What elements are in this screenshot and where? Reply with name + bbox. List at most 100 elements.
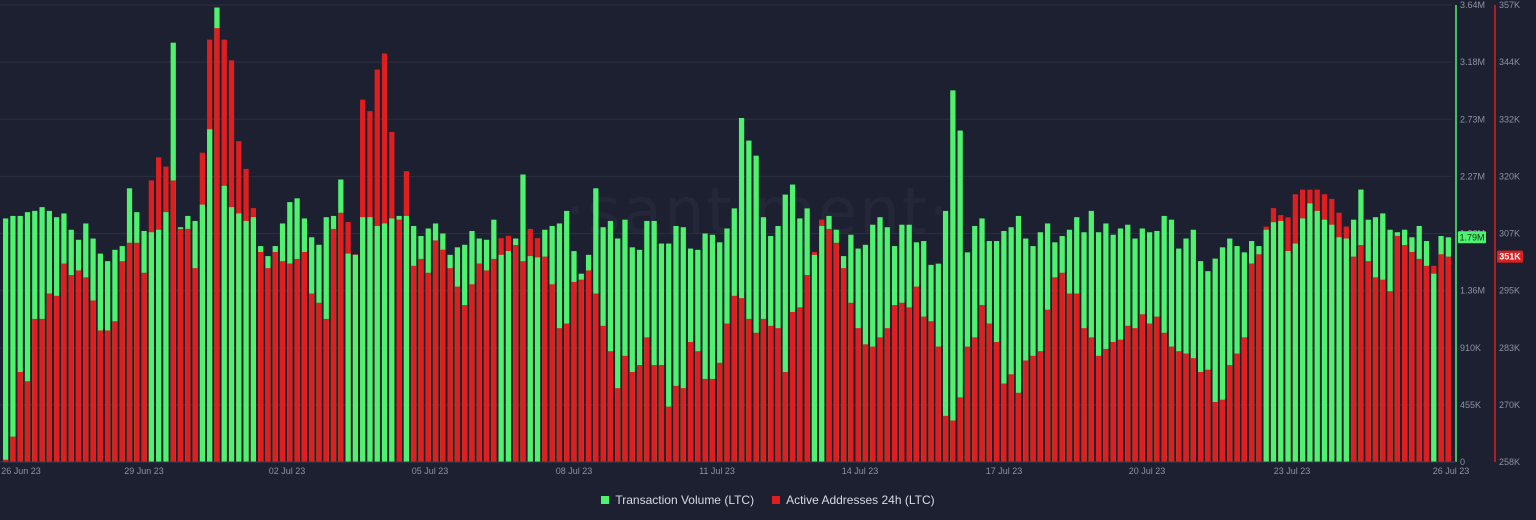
volume-bar xyxy=(505,251,512,462)
active-addresses-bar xyxy=(935,346,941,462)
volume-bar xyxy=(199,204,205,462)
y-right-tick-label: 344K xyxy=(1499,57,1520,67)
active-addresses-bar xyxy=(483,270,490,462)
volume-bar xyxy=(629,247,635,462)
active-addresses-bar xyxy=(425,272,431,462)
active-addresses-bar xyxy=(214,28,220,462)
active-addresses-bar xyxy=(185,228,191,462)
active-addresses-bar xyxy=(90,300,96,462)
active-addresses-bar xyxy=(1402,245,1408,462)
volume-bar xyxy=(746,140,752,463)
volume-bar xyxy=(957,130,963,463)
active-addresses-bar xyxy=(265,268,271,462)
volume-bar xyxy=(207,129,213,463)
active-addresses-bar xyxy=(134,242,140,462)
volume-bar xyxy=(942,210,949,462)
active-addresses-bar xyxy=(870,346,876,462)
y-left-tick-label: 1.36M xyxy=(1460,286,1485,296)
active-addresses-bar xyxy=(1351,256,1357,462)
volume-bar xyxy=(221,185,227,463)
active-addresses-bar xyxy=(1059,272,1065,462)
active-addresses-bar xyxy=(272,251,278,462)
active-addresses-bar xyxy=(338,212,344,462)
volume-bar xyxy=(403,215,410,462)
last-value-label-addresses: 351K xyxy=(1499,252,1521,262)
active-addresses-bar xyxy=(1365,261,1371,462)
volume-bar xyxy=(1343,238,1349,462)
active-addresses-bar xyxy=(513,245,519,462)
active-addresses-bar xyxy=(83,277,89,462)
active-addresses-bar xyxy=(1161,332,1167,462)
active-addresses-bar xyxy=(709,378,716,462)
active-addresses-bar xyxy=(469,284,475,462)
active-addresses-bar xyxy=(1044,309,1051,462)
active-addresses-bar xyxy=(491,258,497,462)
active-addresses-bar xyxy=(942,415,949,462)
volume-bar xyxy=(1292,243,1298,462)
active-addresses-bar xyxy=(476,263,482,462)
active-addresses-bar xyxy=(396,219,402,462)
active-addresses-bar xyxy=(1372,277,1379,462)
active-addresses-bar xyxy=(192,268,198,462)
volume-bar xyxy=(24,212,31,462)
volume-bar xyxy=(1270,222,1277,462)
active-addresses-bar xyxy=(571,281,577,462)
active-addresses-bar xyxy=(112,321,118,462)
active-addresses-bar xyxy=(986,323,992,462)
volume-bar xyxy=(1190,229,1196,462)
volume-bar xyxy=(702,233,708,462)
volume-bar xyxy=(389,218,395,462)
active-addresses-bar xyxy=(1197,371,1204,462)
y-right-tick-label: 332K xyxy=(1499,114,1520,124)
active-addresses-bar xyxy=(549,284,555,462)
y-right-tick-label: 320K xyxy=(1499,171,1520,181)
active-addresses-bar xyxy=(17,371,23,462)
active-addresses-bar xyxy=(891,305,898,462)
active-addresses-bar xyxy=(957,397,963,462)
active-addresses-bar xyxy=(1117,339,1124,462)
volume-bar xyxy=(156,229,162,462)
last-value-badge-volume xyxy=(1458,231,1486,244)
active-addresses-bar xyxy=(1176,351,1182,462)
volume-bar xyxy=(1088,210,1094,462)
active-addresses-bar xyxy=(899,302,905,462)
active-addresses-bar xyxy=(177,228,184,462)
active-addresses-bar xyxy=(279,261,286,462)
active-addresses-bar xyxy=(768,325,774,462)
legend-item-transaction-volume[interactable]: Transaction Volume (LTC) xyxy=(601,493,754,507)
active-addresses-bar xyxy=(61,263,67,462)
volume-bar xyxy=(1219,247,1226,462)
volume-bar xyxy=(1205,271,1211,462)
x-tick-label: 08 Jul 23 xyxy=(556,466,593,476)
active-addresses-bar xyxy=(877,337,883,462)
active-addresses-bar xyxy=(1146,323,1153,462)
active-addresses-bar xyxy=(309,293,315,462)
volume-bar xyxy=(673,225,679,462)
active-addresses-bar xyxy=(782,371,788,462)
volume-bar xyxy=(1023,238,1029,462)
active-addresses-bar xyxy=(753,332,759,462)
y-right-tick-label: 295K xyxy=(1499,286,1520,296)
active-addresses-bar xyxy=(658,365,665,462)
x-tick-label: 11 Jul 23 xyxy=(699,466,735,476)
volume-bar xyxy=(782,194,788,463)
volume-bar xyxy=(717,242,723,462)
volume-bar xyxy=(1008,227,1014,462)
active-addresses-bar xyxy=(287,263,293,462)
volume-bar xyxy=(1168,219,1175,462)
active-addresses-bar xyxy=(738,298,745,462)
volume-bar xyxy=(1212,258,1218,462)
x-tick-label: 14 Jul 23 xyxy=(842,466,879,476)
active-addresses-bar xyxy=(600,325,606,462)
y-left-tick-label: 2.73M xyxy=(1460,114,1485,124)
active-addresses-bar xyxy=(1088,337,1094,462)
active-addresses-bar xyxy=(432,240,439,462)
active-addresses-bar xyxy=(964,346,971,462)
y-left-tick-label: 3.64M xyxy=(1460,0,1485,10)
volume-bar xyxy=(819,225,825,462)
legend-item-active-addresses[interactable]: Active Addresses 24h (LTC) xyxy=(772,493,935,507)
volume-bar xyxy=(658,243,665,462)
active-addresses-bar xyxy=(556,328,563,462)
volume-bar xyxy=(680,227,686,462)
volume-bar xyxy=(811,254,818,462)
